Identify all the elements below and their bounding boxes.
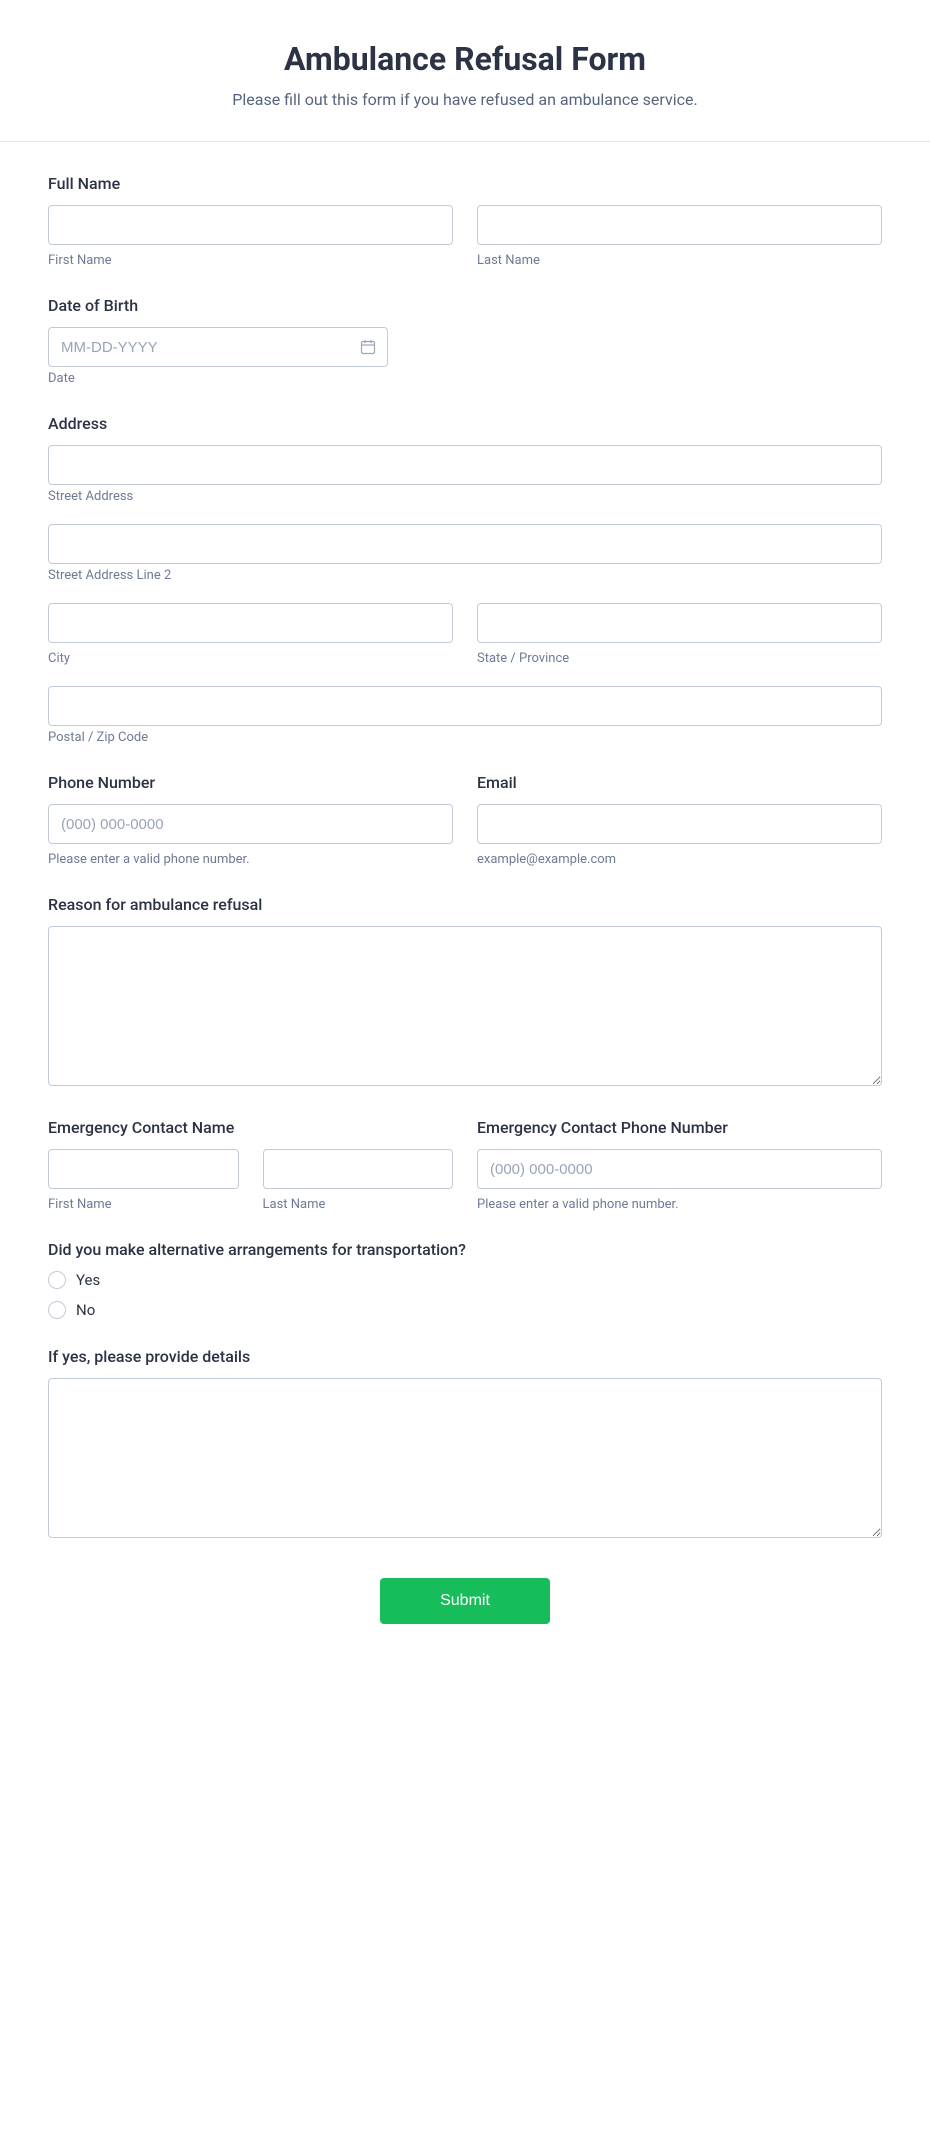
state-sublabel: State / Province [477, 651, 882, 666]
details-group: If yes, please provide details [48, 1347, 882, 1542]
emergency-last-sublabel: Last Name [263, 1197, 454, 1212]
street-input[interactable] [48, 445, 882, 485]
form-body: Full Name First Name Last Name Date of B… [0, 142, 930, 1664]
address-group: Address Street Address Street Address Li… [48, 414, 882, 745]
emergency-group: Emergency Contact Name First Name Last N… [48, 1118, 882, 1212]
dob-group: Date of Birth Date [48, 296, 882, 386]
radio-circle-icon [48, 1271, 66, 1289]
form-header: Ambulance Refusal Form Please fill out t… [0, 0, 930, 142]
address-label: Address [48, 414, 882, 433]
emergency-phone-sublabel: Please enter a valid phone number. [477, 1197, 882, 1212]
form-title: Ambulance Refusal Form [48, 40, 882, 78]
emergency-first-sublabel: First Name [48, 1197, 239, 1212]
alternative-group: Did you make alternative arrangements fo… [48, 1240, 882, 1319]
first-name-input[interactable] [48, 205, 453, 245]
phone-input[interactable] [48, 804, 453, 844]
reason-group: Reason for ambulance refusal [48, 895, 882, 1090]
email-input[interactable] [477, 804, 882, 844]
details-textarea[interactable] [48, 1378, 882, 1538]
submit-row: Submit [48, 1578, 882, 1624]
postal-input[interactable] [48, 686, 882, 726]
street-sublabel: Street Address [48, 489, 133, 504]
full-name-label: Full Name [48, 174, 882, 193]
radio-yes[interactable]: Yes [48, 1271, 882, 1289]
last-name-sublabel: Last Name [477, 253, 882, 268]
phone-sublabel: Please enter a valid phone number. [48, 852, 453, 867]
radio-yes-label: Yes [76, 1271, 100, 1289]
radio-circle-icon [48, 1301, 66, 1319]
alternative-label: Did you make alternative arrangements fo… [48, 1240, 882, 1259]
state-input[interactable] [477, 603, 882, 643]
emergency-first-input[interactable] [48, 1149, 239, 1189]
radio-no[interactable]: No [48, 1301, 882, 1319]
dob-sublabel: Date [48, 371, 75, 386]
emergency-name-label: Emergency Contact Name [48, 1118, 453, 1137]
email-label: Email [477, 773, 882, 792]
dob-input[interactable] [48, 327, 388, 367]
full-name-group: Full Name First Name Last Name [48, 174, 882, 268]
email-sublabel: example@example.com [477, 852, 882, 867]
emergency-last-input[interactable] [263, 1149, 454, 1189]
phone-label: Phone Number [48, 773, 453, 792]
emergency-phone-label: Emergency Contact Phone Number [477, 1118, 882, 1137]
city-sublabel: City [48, 651, 453, 666]
details-label: If yes, please provide details [48, 1347, 882, 1366]
street2-sublabel: Street Address Line 2 [48, 568, 171, 583]
dob-label: Date of Birth [48, 296, 882, 315]
first-name-sublabel: First Name [48, 253, 453, 268]
submit-button[interactable]: Submit [380, 1578, 550, 1624]
postal-sublabel: Postal / Zip Code [48, 730, 148, 745]
reason-textarea[interactable] [48, 926, 882, 1086]
city-input[interactable] [48, 603, 453, 643]
phone-email-group: Phone Number Please enter a valid phone … [48, 773, 882, 867]
reason-label: Reason for ambulance refusal [48, 895, 882, 914]
form-subtitle: Please fill out this form if you have re… [48, 90, 882, 109]
street2-input[interactable] [48, 524, 882, 564]
last-name-input[interactable] [477, 205, 882, 245]
radio-no-label: No [76, 1301, 95, 1319]
emergency-phone-input[interactable] [477, 1149, 882, 1189]
